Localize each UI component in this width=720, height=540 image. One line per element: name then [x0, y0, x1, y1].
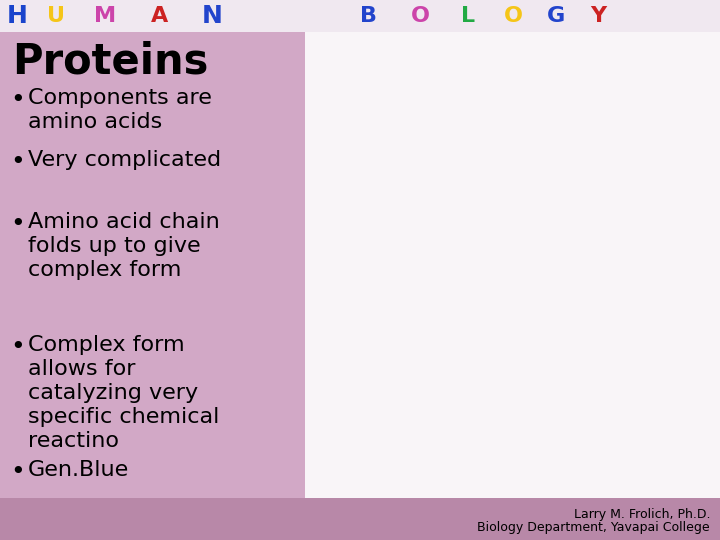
Text: Very complicated: Very complicated [28, 150, 221, 170]
Text: •: • [10, 212, 24, 236]
Text: A: A [151, 6, 168, 26]
Text: O: O [410, 6, 429, 26]
Text: Biology Department, Yavapai College: Biology Department, Yavapai College [477, 521, 710, 534]
Text: N: N [202, 4, 222, 28]
Bar [0, 0, 720, 32]
Text: Components are
amino acids: Components are amino acids [28, 88, 212, 132]
Text: •: • [10, 460, 24, 484]
Text: •: • [10, 335, 24, 359]
Text: Gen.Blue: Gen.Blue [28, 460, 130, 480]
Text: Larry M. Frolich, Ph.D.: Larry M. Frolich, Ph.D. [574, 508, 710, 521]
Text: L: L [461, 6, 475, 26]
Bar [0, 498, 720, 540]
Text: G: G [547, 6, 565, 26]
Text: M: M [94, 6, 116, 26]
Text: Amino acid chain
folds up to give
complex form: Amino acid chain folds up to give comple… [28, 212, 220, 280]
Text: Y: Y [590, 6, 606, 26]
Text: •: • [10, 88, 24, 112]
Bar [305, 32, 720, 498]
Text: Proteins: Proteins [12, 40, 208, 82]
Text: O: O [504, 6, 523, 26]
Text: Complex form
allows for
catalyzing very
specific chemical
reactino: Complex form allows for catalyzing very … [28, 335, 220, 451]
Text: H: H [7, 4, 28, 28]
Text: U: U [47, 6, 65, 26]
Bar [0, 32, 305, 498]
Text: •: • [10, 150, 24, 174]
Text: B: B [360, 6, 377, 26]
